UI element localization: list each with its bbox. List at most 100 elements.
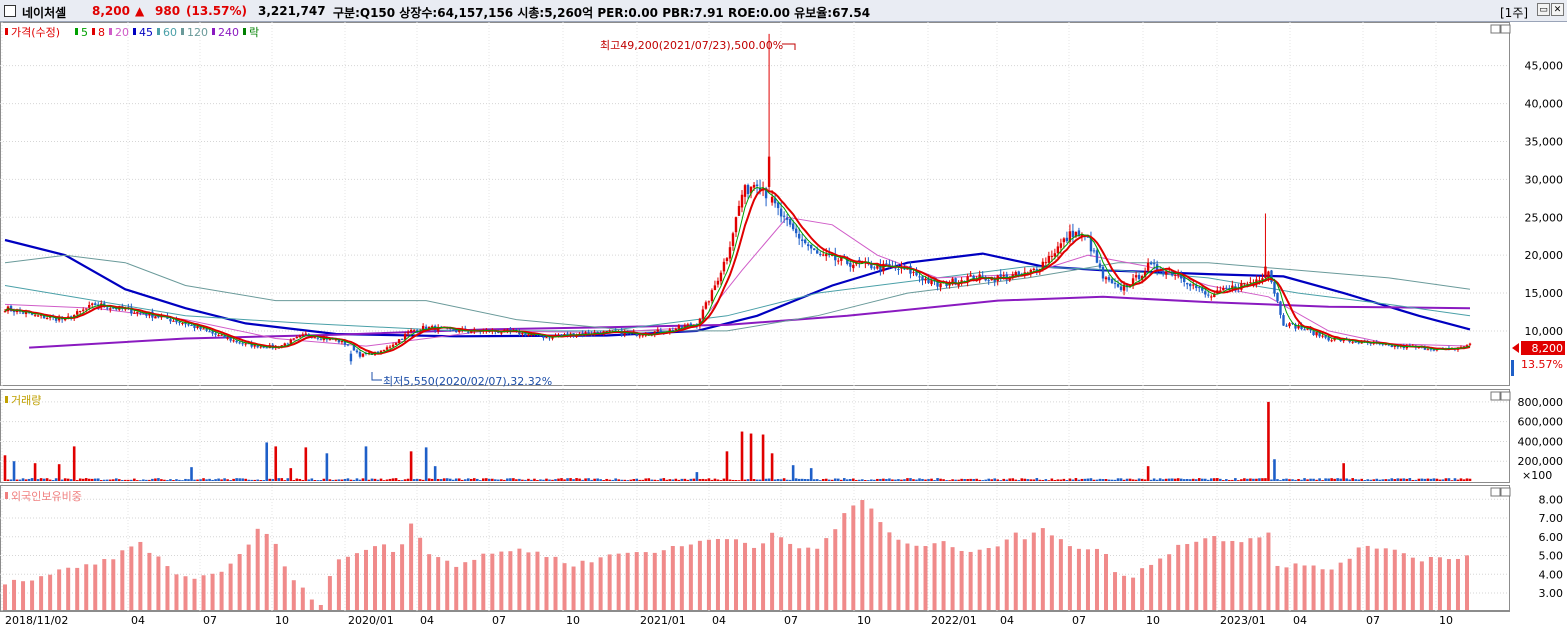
foreign-panel-controls[interactable] — [1490, 487, 1511, 497]
volume-bar — [849, 479, 852, 481]
candle-body — [1140, 275, 1144, 280]
candle-body — [737, 205, 741, 216]
legend-label: 20 — [115, 26, 129, 39]
high-annotation: 최고49,200(2021/07/23),500.00% — [600, 39, 783, 52]
candle-body — [1207, 294, 1210, 296]
candle-body — [545, 337, 548, 339]
volume-bar — [716, 479, 720, 481]
candle-body — [1297, 325, 1300, 329]
volume-bar — [737, 480, 741, 481]
volume-bar — [867, 480, 870, 481]
volume-bar — [509, 478, 512, 481]
volume-bar — [301, 479, 305, 481]
volume-bar — [1059, 479, 1063, 481]
foreign-bar — [589, 562, 594, 610]
select-checkbox[interactable] — [4, 5, 16, 17]
volume-bar — [448, 478, 452, 481]
minimize-icon[interactable]: ▭ — [1537, 3, 1550, 16]
price-y-label: 35,000 — [1525, 135, 1564, 148]
candle-body — [701, 309, 705, 319]
foreign-bar — [409, 523, 414, 610]
scroll-indicator[interactable] — [1511, 360, 1514, 376]
candle-body — [1210, 296, 1213, 298]
period-button[interactable]: [1주] — [1500, 6, 1529, 20]
volume-bar — [154, 478, 157, 481]
candle-body — [283, 343, 286, 346]
volume-bar — [972, 478, 975, 481]
volume-bar — [668, 479, 672, 481]
volume-bar — [1342, 463, 1345, 481]
volume-bar — [551, 479, 554, 481]
volume-bar — [1002, 478, 1006, 481]
volume-bar — [1441, 479, 1445, 481]
stock-chart[interactable]: 45,000 40,000 35,000 30,000 25,000 20,000 15,0… — [0, 22, 1567, 630]
candle-body — [1183, 277, 1186, 283]
candle-body — [1050, 255, 1054, 257]
volume-bar — [15, 479, 19, 481]
candle-body — [806, 244, 810, 247]
foreign-bar — [1049, 535, 1054, 610]
legend-label: 5 — [81, 26, 88, 39]
volume-bar — [238, 478, 241, 481]
volume-bar — [421, 479, 425, 481]
volume-panel-controls[interactable] — [1490, 391, 1511, 401]
price-y-label: 25,000 — [1525, 211, 1564, 224]
stock-summary: 구분:Q150 상장수:64,157,156 시총:5,260억 PER:0.0… — [333, 6, 871, 20]
candle-body — [334, 339, 338, 341]
volume-bar — [827, 479, 831, 481]
price-panel-controls[interactable] — [1490, 24, 1511, 34]
volume-bar — [782, 478, 786, 481]
candle-body — [253, 344, 256, 347]
volume-panel-title: 거래량 — [11, 394, 41, 407]
volume-bar — [566, 478, 569, 481]
foreign-bar — [797, 548, 802, 610]
volume-bar — [665, 479, 669, 481]
candle-body — [292, 338, 295, 340]
volume-bar — [472, 478, 476, 481]
foreign-bar — [300, 587, 305, 610]
foreign-bar — [1113, 572, 1118, 610]
volume-bar — [1155, 479, 1159, 481]
volume-bar — [292, 479, 296, 481]
candle-body — [797, 233, 801, 239]
volume-bar — [503, 479, 506, 481]
volume-bar — [118, 479, 121, 481]
candle-body — [822, 254, 825, 256]
foreign-bar — [210, 573, 215, 610]
volume-bar — [879, 478, 882, 481]
candle-body — [160, 316, 163, 318]
candle-body — [467, 331, 470, 333]
legend-label: 8 — [98, 26, 105, 39]
candle-body — [521, 332, 524, 335]
volume-bar — [1213, 478, 1216, 481]
volume-bar — [84, 478, 88, 481]
volume-bar — [954, 479, 957, 481]
volume-bar — [346, 478, 350, 481]
foreign-bar — [607, 554, 612, 610]
foreign-y-label: 8.00 — [1539, 493, 1564, 506]
volume-bar — [361, 478, 365, 481]
candle-body — [767, 156, 771, 187]
candle-body — [710, 290, 714, 302]
candle-body — [1279, 301, 1282, 315]
volume-bar — [1137, 478, 1141, 481]
low-annotation: 최저5,550(2020/02/07),32.32% — [383, 375, 552, 388]
close-icon[interactable]: ✕ — [1551, 3, 1564, 16]
volume-bar — [921, 478, 924, 481]
candle-body — [921, 276, 924, 281]
volume-bar — [1303, 478, 1306, 481]
volume-bar — [1074, 478, 1078, 481]
candle-body — [301, 334, 305, 337]
volume-bar — [689, 478, 693, 481]
volume-bar — [1170, 478, 1174, 481]
candle-body — [1101, 266, 1105, 279]
volume-bar — [596, 478, 599, 481]
candle-body — [500, 332, 503, 334]
legend-marker — [75, 28, 78, 35]
candle-body — [91, 303, 94, 305]
foreign-bar — [1094, 548, 1099, 610]
candle-body — [244, 343, 247, 345]
candle-body — [346, 344, 350, 346]
volume-bar — [334, 479, 338, 481]
candle-body — [202, 328, 205, 330]
